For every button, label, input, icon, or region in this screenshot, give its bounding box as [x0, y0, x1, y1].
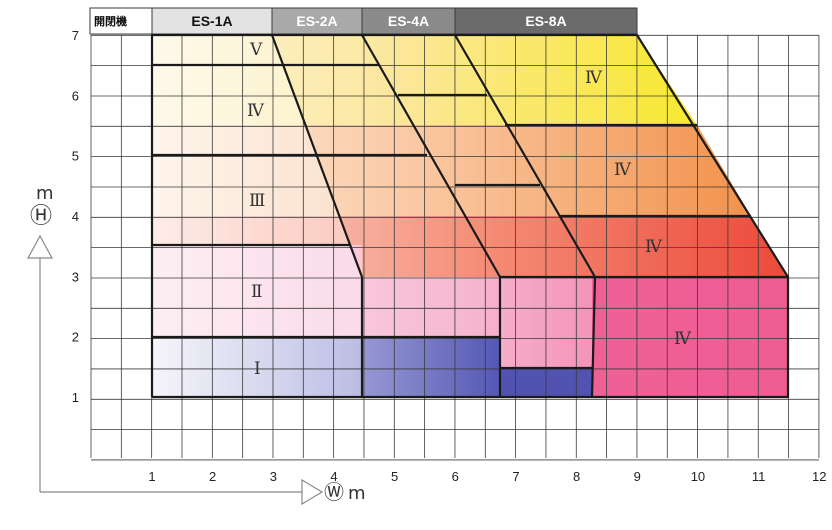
x-axis-symbol: Ⓦ	[324, 480, 344, 504]
model-tab-label: ES-4A	[388, 13, 429, 29]
x-tick-label: 10	[691, 469, 705, 484]
x-tick-label: 11	[752, 469, 766, 484]
model-tab-bg	[151, 7, 273, 35]
y-tick-label: 3	[72, 269, 79, 284]
x-tick-label: 6	[452, 469, 459, 484]
x-tick-label: 2	[209, 469, 216, 484]
y-tick-label: 6	[72, 88, 79, 103]
y-tick-label: 4	[72, 209, 79, 224]
x-tick-label: 8	[573, 469, 580, 484]
x-tick-label: 7	[512, 469, 519, 484]
zone-es1-wash	[152, 35, 362, 397]
outline-outer	[150, 33, 790, 399]
outline-es1	[270, 34, 364, 397]
label-es1-iv: Ⅳ	[247, 101, 265, 121]
x-axis-unit: m	[348, 483, 366, 504]
axis-arrows	[26, 234, 324, 506]
grid	[90, 34, 820, 461]
y-tick-labels: 1 2 3 4 5 6 7	[72, 28, 79, 405]
operator-model-header: 開閉機 ES-1A ES-2A ES-4A ES-8A	[89, 7, 638, 35]
model-tabs: ES-1A ES-2A ES-4A ES-8A	[151, 7, 638, 35]
label-es1-i: Ⅰ	[254, 359, 261, 379]
y-tick-label: 7	[72, 28, 79, 43]
model-tab-label: ES-1A	[191, 13, 232, 29]
zone-orange	[152, 125, 751, 216]
x-tick-labels: 1 2 3 4 5 6 7 8 9 10 11 12	[148, 469, 826, 484]
x-tick-label: 12	[812, 469, 826, 484]
x-tick-label: 3	[270, 469, 277, 484]
y-tick-label: 1	[72, 390, 79, 405]
x-tick-label: 1	[148, 469, 155, 484]
y-tick-label: 2	[72, 330, 79, 345]
x-tick-label: 5	[391, 469, 398, 484]
label-es1-ii: Ⅱ	[251, 282, 263, 302]
y-axis-arrow-head	[26, 234, 54, 259]
header-corner-label: 開閉機	[94, 14, 127, 28]
label-es8-iv-top: Ⅳ	[585, 68, 603, 88]
label-es8-iv-mid: Ⅳ	[614, 160, 632, 180]
x-tick-label: 9	[634, 469, 641, 484]
model-tab-label: ES-8A	[525, 13, 566, 29]
label-es1-iii: Ⅲ	[249, 191, 265, 211]
label-es8-iv-low: Ⅳ	[645, 237, 663, 257]
y-axis-symbol: Ⓗ	[30, 204, 52, 229]
y-tick-label: 5	[72, 149, 79, 164]
header-corner-cell	[89, 7, 153, 35]
zone-labels: V Ⅳ Ⅲ Ⅱ Ⅰ Ⅳ Ⅳ Ⅳ Ⅳ	[247, 40, 692, 379]
model-tab-label: ES-2A	[296, 13, 337, 29]
label-es8-iv-bottom: Ⅳ	[674, 329, 692, 349]
range-outlines	[150, 33, 790, 399]
x-tick-label: 4	[330, 469, 337, 484]
zone-pink-right	[592, 277, 788, 397]
x-axis-arrow-head	[301, 478, 324, 506]
label-es1-v: V	[249, 40, 263, 60]
y-axis-unit: m	[36, 183, 54, 204]
zone-blue	[152, 337, 500, 397]
